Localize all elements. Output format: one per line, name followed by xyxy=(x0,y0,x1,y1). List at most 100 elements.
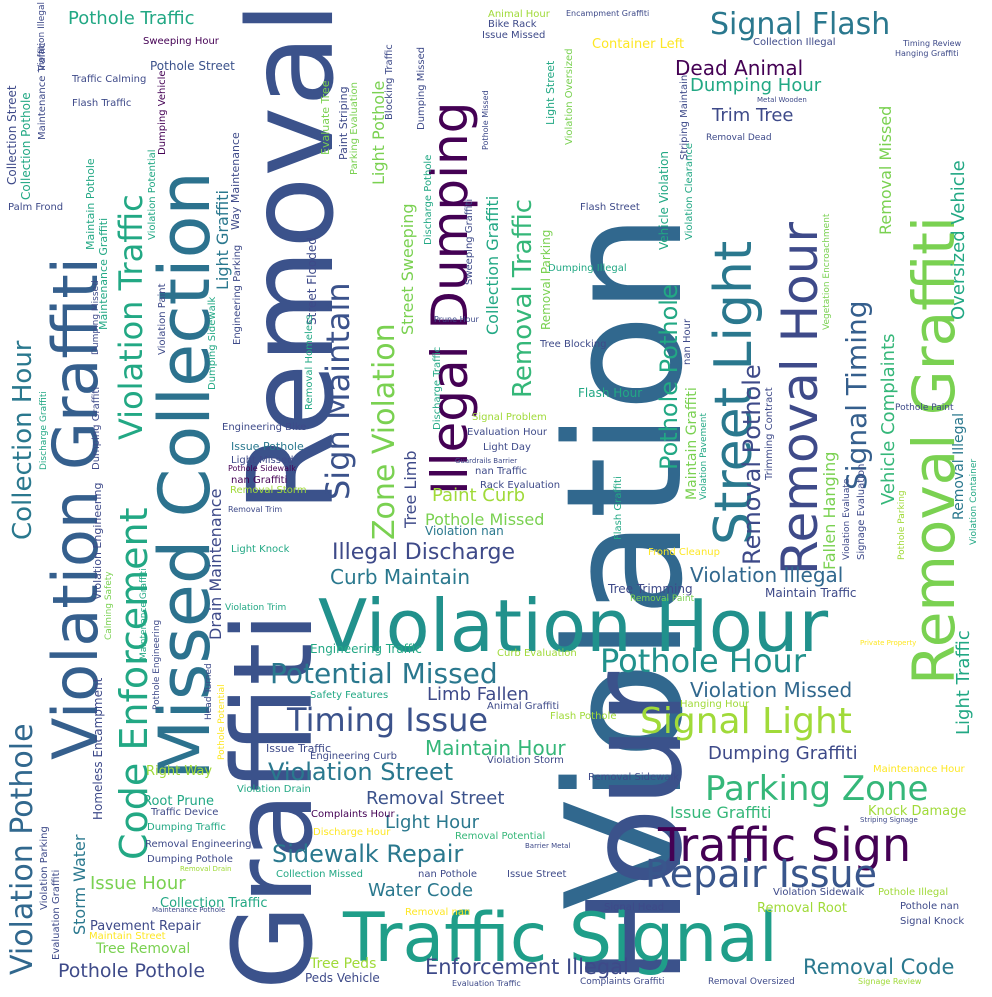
cloud-word: Dumping Illegal xyxy=(548,263,627,274)
cloud-word: Traffic Sign xyxy=(658,818,912,872)
cloud-word: Removal Illegal xyxy=(951,413,967,520)
cloud-word: Rack Evaluation xyxy=(480,480,561,491)
cloud-word: Violation nan xyxy=(425,524,504,538)
cloud-word: Hanging Graffiti xyxy=(895,49,959,58)
cloud-word: Complaints Hour xyxy=(311,809,395,820)
cloud-word: Pothole Pothole xyxy=(58,960,206,982)
cloud-word: nan Hour xyxy=(682,318,693,365)
cloud-word: Maintain Street xyxy=(89,931,166,942)
cloud-word: Violation Oversized xyxy=(564,48,575,145)
cloud-word: Removal Pothole xyxy=(738,364,766,565)
cloud-word: Light Day xyxy=(483,442,531,453)
cloud-word: Pothole Hour xyxy=(600,642,806,680)
cloud-word: Violation Sidewalk xyxy=(773,887,865,898)
cloud-word: Signal Timing xyxy=(840,300,873,490)
cloud-word: Issue Street xyxy=(507,869,567,880)
cloud-word: Violation Paint xyxy=(157,283,168,355)
cloud-word: Violation Missed xyxy=(690,678,853,702)
cloud-word: Violation Pothole xyxy=(5,723,40,975)
cloud-word: Collection Street xyxy=(5,85,19,185)
cloud-word: Safety Features xyxy=(310,690,389,701)
cloud-word: Paint Striping xyxy=(337,86,350,160)
cloud-word: Limb Fallen xyxy=(427,684,529,705)
cloud-word: Violation Traffic xyxy=(112,194,150,440)
cloud-word: Evaluation Graffiti xyxy=(51,869,62,960)
cloud-word: Maintenance Hour xyxy=(873,764,965,775)
cloud-word: Collection Traffic xyxy=(160,896,268,911)
cloud-word: Light Hour xyxy=(385,812,479,833)
cloud-word: Calming Safety xyxy=(104,571,114,640)
cloud-word: Flash Street xyxy=(580,202,640,213)
cloud-word: Parking Evaluation xyxy=(349,81,360,175)
cloud-word: Tree Peds xyxy=(310,956,377,972)
cloud-word: Private Property xyxy=(860,639,917,647)
cloud-word: Dead Animal xyxy=(675,56,804,80)
cloud-word: Sweeping Graffiti xyxy=(464,198,475,285)
cloud-word: Water Code xyxy=(368,880,474,901)
cloud-word: Evaluate Tree xyxy=(319,80,332,155)
cloud-word: Issue Graffiti xyxy=(670,803,772,822)
cloud-word: Pothole Illegal xyxy=(878,887,949,898)
cloud-word: Discharge Hour xyxy=(313,827,391,838)
cloud-word: Prune Hour xyxy=(434,315,479,324)
cloud-word: Removal Engineering xyxy=(145,839,252,850)
cloud-word: Pothole Street xyxy=(150,59,235,73)
cloud-word: Timing Issue xyxy=(287,701,489,739)
cloud-word: Palm Frond xyxy=(8,202,64,213)
cloud-word: Dumping Missed xyxy=(91,280,101,355)
cloud-word: Engineering Traffic xyxy=(310,642,422,656)
cloud-word: Evaluation Traffic xyxy=(452,979,521,988)
cloud-word: Discharge Pothole xyxy=(423,154,434,245)
cloud-word: Engineering Parking xyxy=(232,244,243,345)
cloud-word: Pothole Engineering xyxy=(152,619,162,710)
cloud-word: Frond Cleanup xyxy=(648,547,720,558)
cloud-word: Animal Hour xyxy=(488,9,550,20)
cloud-word: Removal Dead xyxy=(706,133,772,143)
cloud-word: Illegal Discharge xyxy=(332,540,515,565)
cloud-word: Violation Trim xyxy=(225,603,287,613)
cloud-word: Vehicle Violation xyxy=(657,150,671,250)
cloud-word: Violation Container xyxy=(969,458,979,545)
cloud-word: Repair Issue xyxy=(645,852,878,896)
cloud-word: Tree Blocking xyxy=(540,339,607,350)
cloud-word: Dumping Pothole xyxy=(147,854,233,865)
cloud-word: Removal Code xyxy=(803,955,955,979)
cloud-word: Signal Head xyxy=(604,902,665,913)
cloud-word: Dumping Sidewalk xyxy=(207,296,218,390)
cloud-word: Root Prune xyxy=(143,794,215,809)
cloud-word: Pothole Potential xyxy=(217,684,227,760)
cloud-word: Enforcement Illegal xyxy=(425,955,629,979)
cloud-word: Pothole Missed xyxy=(481,90,490,150)
cloud-word: Potential Missed xyxy=(270,657,498,690)
cloud-word: Flash Pothole xyxy=(550,711,617,722)
cloud-word: Pothole nan xyxy=(900,901,960,912)
cloud-word: Discharge Traffic xyxy=(432,346,443,430)
cloud-word: Dumping Graffiti xyxy=(91,386,102,470)
cloud-word: Violation Storm xyxy=(487,755,564,766)
cloud-word: Maintain Pothole xyxy=(84,158,97,250)
cloud-word: Discharge Graffiti xyxy=(39,391,49,470)
cloud-word: Signage Evaluation xyxy=(856,463,867,560)
cloud-word: Pothole Traffic xyxy=(68,8,195,29)
cloud-word: Encampment Graffiti xyxy=(566,9,650,18)
cloud-word: Curb Maintain xyxy=(330,565,470,589)
cloud-word: Violation Illegal xyxy=(690,563,844,587)
cloud-word: Removal Parking xyxy=(539,229,553,330)
cloud-word: Collection Illegal xyxy=(753,37,836,48)
cloud-word: Issue Missed xyxy=(482,30,546,41)
cloud-word: Right Way xyxy=(146,764,213,779)
cloud-word: Violation Street xyxy=(268,758,454,786)
cloud-word: Complaints Graffiti xyxy=(580,977,665,987)
cloud-word: Striping Maintain xyxy=(679,74,690,160)
cloud-word: Pothole Pothole xyxy=(655,284,683,470)
cloud-word: Pothole Paint xyxy=(895,403,954,413)
cloud-word: Signal Problem xyxy=(472,412,547,423)
cloud-word: Sidewalk Repair xyxy=(272,840,464,868)
cloud-word: Dumping Hour xyxy=(690,75,822,96)
cloud-word: Sign Maintain xyxy=(319,282,357,500)
cloud-word: Pavement Repair xyxy=(90,919,201,934)
cloud-word: Signal Knock xyxy=(900,916,965,927)
cloud-word: Vegetation Encroachment xyxy=(822,213,832,330)
cloud-word: Signage Review xyxy=(858,977,922,986)
cloud-word: Parking Zone xyxy=(705,769,929,809)
